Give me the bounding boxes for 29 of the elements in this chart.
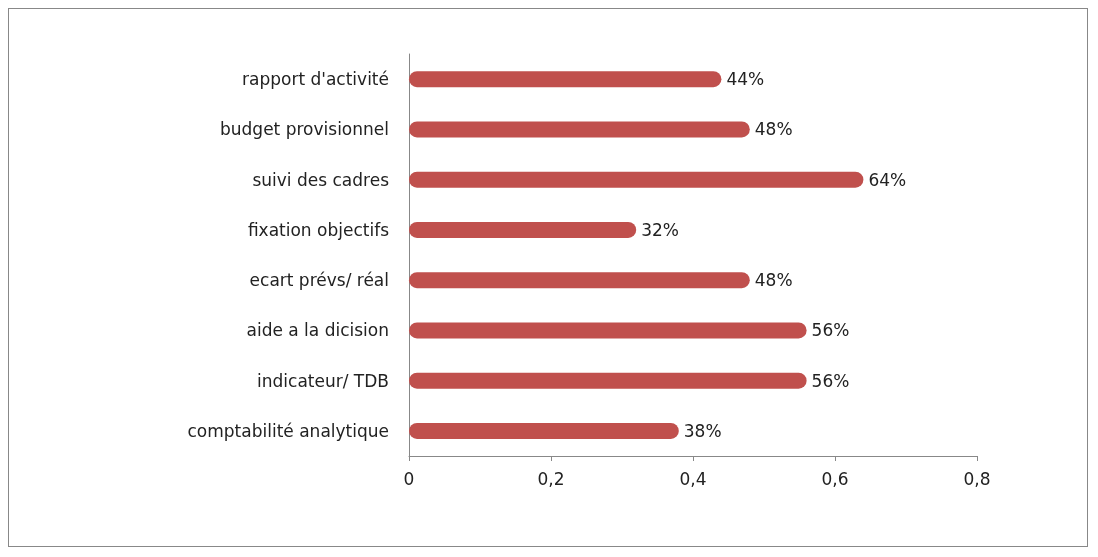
data-label: 44% [726,69,765,90]
x-tick-label: 0,6 [821,468,849,489]
bar [409,372,807,389]
y-tick-label: aide a la dicision [246,320,389,341]
data-label: 48% [754,119,793,140]
data-label: 48% [754,270,793,291]
bar [409,121,750,138]
data-label: 32% [641,219,679,240]
bar [409,322,807,339]
x-tick-label: 0 [403,468,415,489]
x-tick-label: 0,2 [537,468,565,489]
y-tick-label: budget provisionnel [220,119,389,140]
x-tick-label: 0,4 [679,468,707,489]
y-tick-label: ecart prévs/ réal [249,270,389,291]
x-tick-label: 0,8 [963,468,991,489]
bar [409,171,864,188]
y-tick-label: suivi des cadres [252,169,390,190]
data-label: 64% [868,169,907,190]
data-label: 38% [683,420,722,441]
bar [409,71,722,88]
data-label: 56% [811,320,850,341]
bar [409,221,637,238]
bar [409,422,679,439]
y-tick-label: fixation objectifs [247,219,390,240]
bar [409,272,750,289]
y-tick-label: indicateur/ TDB [257,370,389,391]
y-tick-label: rapport d'activité [242,69,389,90]
y-tick-label: comptabilité analytique [187,420,389,441]
data-label: 56% [811,370,850,391]
